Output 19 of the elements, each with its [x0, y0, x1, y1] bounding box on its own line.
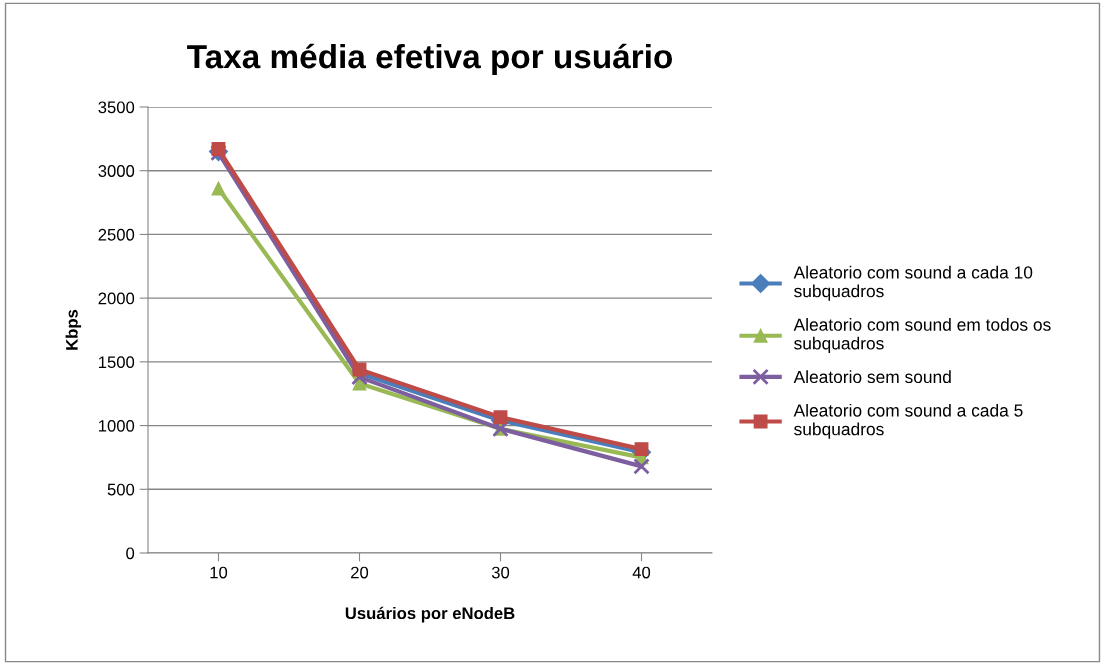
legend-label: Aleatorio com sound a cada 10 subquadros	[793, 265, 1033, 301]
x-tick-label: 30	[491, 566, 510, 579]
y-tick-label: 0	[126, 547, 135, 560]
legend-label: Aleatorio sem sound	[793, 370, 951, 384]
y-tick-label: 500	[107, 483, 135, 496]
y-tick-label: 2000	[98, 292, 135, 305]
y-tick-label: 2500	[98, 228, 135, 241]
legend-label: Aleatorio com sound a cada 5 subquadros	[793, 403, 1023, 439]
chart-title: Taxa média efetiva por usuário	[187, 43, 673, 76]
y-tick-label: 1500	[99, 356, 135, 369]
x-axis-title: Usuários por eNodeB	[345, 606, 515, 623]
y-tick-label: 1000	[99, 419, 135, 432]
x-tick-label: 20	[351, 566, 369, 579]
y-tick-label: 3000	[98, 165, 135, 177]
legend-label: Aleatorio com sound em todos os subquadros	[793, 318, 1051, 353]
y-axis-title: Kbps	[65, 309, 82, 350]
x-tick-label: 40	[632, 566, 651, 579]
x-tick-label: 10	[210, 566, 228, 579]
y-tick-label: 3500	[98, 101, 135, 114]
